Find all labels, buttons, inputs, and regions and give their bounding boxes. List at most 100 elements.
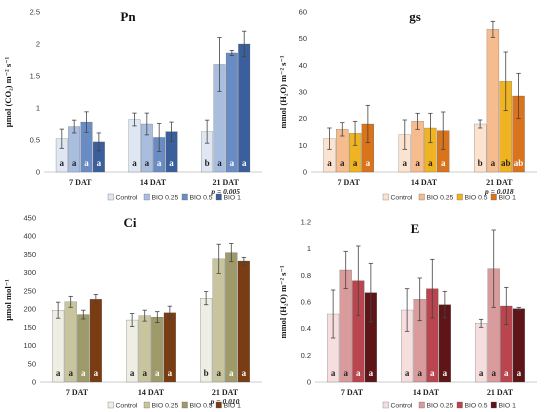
error-bar bbox=[365, 104, 371, 144]
y-tick-label: 0.5 bbox=[30, 136, 40, 145]
significance-letter: b bbox=[204, 368, 209, 378]
legend-swatch-bio-0-5 bbox=[456, 401, 463, 409]
chart-title: gs bbox=[409, 9, 421, 24]
error-bar bbox=[204, 119, 210, 144]
y-tick-label: 1 bbox=[307, 244, 311, 253]
significance-letter: a bbox=[491, 158, 496, 168]
error-bar bbox=[241, 256, 247, 266]
y-tick-label: 1 bbox=[36, 104, 40, 113]
significance-letter: a bbox=[356, 368, 361, 378]
legend-swatch-bio-1 bbox=[490, 193, 497, 201]
legend-label-bio-1: BIO 1 bbox=[499, 403, 517, 410]
error-bar bbox=[156, 122, 162, 152]
error-bar bbox=[169, 121, 174, 142]
error-bar bbox=[155, 311, 160, 323]
x-category-label: 14 DAT bbox=[413, 388, 440, 397]
y-tick-label: 20 bbox=[299, 114, 307, 123]
error-bar bbox=[142, 309, 147, 322]
significance-letter: a bbox=[415, 158, 420, 168]
significance-letter: a bbox=[132, 158, 137, 168]
error-bar bbox=[144, 112, 150, 136]
significance-letter: a bbox=[217, 158, 222, 168]
y-tick-label: 60 bbox=[299, 8, 307, 17]
legend-label-control: Control bbox=[391, 195, 413, 202]
y-tick-label: 1.5 bbox=[30, 72, 40, 81]
x-category-label: 21 DAT bbox=[212, 388, 239, 397]
legend-label-bio-0-5: BIO 0.5 bbox=[465, 403, 488, 410]
chart-title: Ci bbox=[124, 215, 137, 230]
significance-letter: a bbox=[157, 158, 162, 168]
legend-label-bio-1: BIO 1 bbox=[224, 195, 242, 202]
legend-swatch-control bbox=[382, 193, 389, 201]
y-tick-label: 2 bbox=[36, 40, 40, 49]
significance-letter: a bbox=[145, 158, 150, 168]
error-bar bbox=[241, 30, 247, 58]
y-tick-label: 0.8 bbox=[301, 271, 311, 280]
error-bar bbox=[167, 305, 173, 320]
y-tick-label: 1.2 bbox=[301, 218, 311, 227]
legend-label-bio-0-25: BIO 0.25 bbox=[427, 195, 454, 202]
significance-letter: a bbox=[443, 368, 448, 378]
significance-letter: a bbox=[417, 368, 422, 378]
legend-swatch-bio-0-25 bbox=[143, 193, 150, 201]
y-tick-label: 150 bbox=[23, 323, 36, 332]
significance-letter: a bbox=[405, 368, 410, 378]
significance-letter: a bbox=[403, 158, 408, 168]
y-tick-label: 100 bbox=[23, 341, 36, 350]
error-bar bbox=[81, 309, 86, 320]
y-tick-label: 350 bbox=[23, 250, 36, 259]
error-bar bbox=[490, 20, 496, 38]
x-category-label: 14 DAT bbox=[140, 178, 167, 187]
legend-swatch-bio-0-5 bbox=[181, 401, 188, 409]
significance-letter: a bbox=[327, 158, 332, 168]
y-axis-label: µmol (CO₂) m⁻² s⁻¹ bbox=[3, 56, 13, 127]
legend-swatch-bio-0-5 bbox=[181, 193, 188, 201]
legend-label-bio-0-5: BIO 0.5 bbox=[190, 403, 213, 410]
y-tick-label: 0 bbox=[303, 168, 307, 177]
error-bar bbox=[129, 313, 135, 328]
error-bar bbox=[368, 262, 374, 323]
significance-letter: a bbox=[491, 368, 496, 378]
x-category-label: 7 DAT bbox=[341, 388, 364, 397]
y-tick-label: 0.4 bbox=[301, 324, 311, 333]
y-axis-label: mmol (H₂O) m⁻² s⁻¹ bbox=[278, 55, 288, 128]
legend-swatch-bio-0-25 bbox=[418, 401, 425, 409]
bar-bio-1-21-dat bbox=[237, 260, 250, 383]
significance-letter: b bbox=[478, 158, 483, 168]
x-category-label: 7 DAT bbox=[66, 388, 89, 397]
significance-letter: a bbox=[242, 368, 247, 378]
significance-letter: a bbox=[230, 158, 235, 168]
significance-letter: a bbox=[343, 368, 348, 378]
y-tick-label: 200 bbox=[23, 305, 36, 314]
legend-label-bio-0-5: BIO 0.5 bbox=[465, 195, 488, 202]
x-category-label: 21 DAT bbox=[487, 388, 514, 397]
error-bar bbox=[402, 119, 407, 150]
y-tick-label: 10 bbox=[299, 141, 307, 150]
y-tick-label: 250 bbox=[23, 286, 36, 295]
significance-letter: a bbox=[169, 158, 174, 168]
significance-letter: a bbox=[130, 368, 135, 378]
significance-letter: a bbox=[68, 368, 73, 378]
error-bar bbox=[478, 318, 484, 328]
significance-letter: a bbox=[155, 368, 160, 378]
significance-letter: b bbox=[205, 158, 210, 168]
legend-swatch-bio-1 bbox=[490, 401, 497, 409]
error-bar bbox=[330, 289, 336, 339]
legend-swatch-bio-0-25 bbox=[418, 193, 425, 201]
x-category-label: 21 DAT bbox=[213, 178, 240, 187]
chart-pn: 0 0.5 1 1.5 2 2.5 Pn µmol (CO₂) m⁻² s⁻¹ a a a a 7 DA… bbox=[0, 0, 275, 206]
error-bar bbox=[229, 50, 235, 56]
legend-label-bio-0-25: BIO 0.25 bbox=[152, 195, 179, 202]
significance-letter: a bbox=[242, 158, 247, 168]
y-tick-label: 30 bbox=[299, 88, 307, 97]
error-bar bbox=[503, 51, 508, 112]
legend-label-bio-0-5: BIO 0.5 bbox=[190, 195, 213, 202]
y-axis-label: µmol mol⁻¹ bbox=[3, 279, 13, 321]
error-bar bbox=[504, 286, 509, 326]
y-tick-label: 50 bbox=[28, 359, 36, 368]
legend-label-bio-1: BIO 1 bbox=[224, 403, 242, 410]
y-tick-label: 0 bbox=[32, 378, 36, 387]
legend: Control BIO 0.25 BIO 0.5 BIO 1 bbox=[382, 401, 517, 410]
error-bar bbox=[217, 37, 222, 92]
p-value-label: p = 0.005 bbox=[210, 187, 240, 196]
